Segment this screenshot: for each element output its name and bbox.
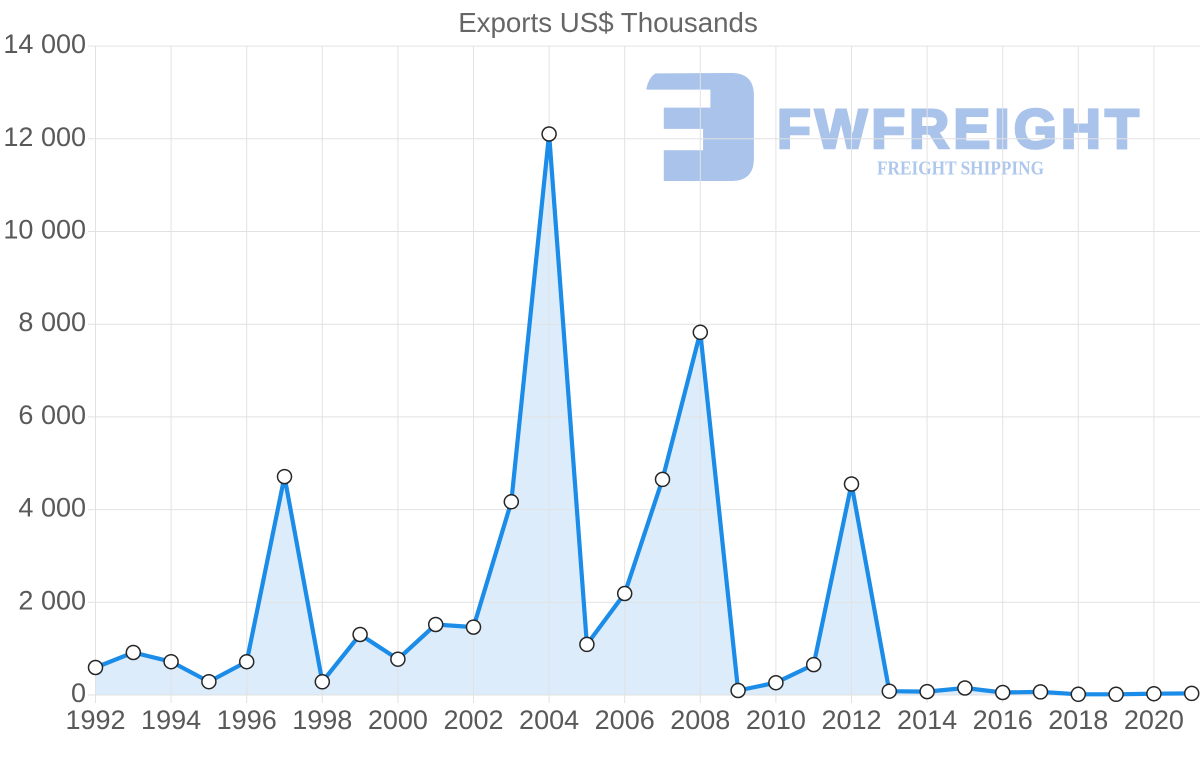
svg-text:2018: 2018: [1048, 705, 1108, 735]
svg-text:2006: 2006: [595, 705, 655, 735]
svg-text:2014: 2014: [897, 705, 957, 735]
svg-text:2 000: 2 000: [18, 585, 86, 615]
svg-text:2000: 2000: [368, 705, 428, 735]
svg-text:10 000: 10 000: [3, 215, 86, 245]
svg-text:2016: 2016: [973, 705, 1033, 735]
svg-text:6 000: 6 000: [18, 400, 86, 430]
svg-text:1996: 1996: [217, 705, 277, 735]
svg-text:1994: 1994: [141, 705, 201, 735]
svg-text:FWFREIGHT: FWFREIGHT: [777, 98, 1143, 160]
svg-text:2010: 2010: [746, 705, 806, 735]
svg-text:2020: 2020: [1124, 705, 1184, 735]
svg-text:4 000: 4 000: [18, 493, 86, 523]
svg-text:FREIGHT SHIPPING: FREIGHT SHIPPING: [877, 159, 1044, 180]
svg-text:2002: 2002: [443, 705, 503, 735]
svg-text:1998: 1998: [292, 705, 352, 735]
svg-text:2008: 2008: [670, 705, 730, 735]
svg-text:14 000: 14 000: [3, 29, 86, 59]
svg-text:0: 0: [71, 678, 86, 708]
svg-text:8 000: 8 000: [18, 307, 86, 337]
svg-text:1992: 1992: [65, 705, 125, 735]
svg-text:12 000: 12 000: [3, 122, 86, 152]
svg-text:Exports US$ Thousands: Exports US$ Thousands: [458, 7, 758, 38]
svg-text:2004: 2004: [519, 705, 579, 735]
svg-text:2012: 2012: [821, 705, 881, 735]
